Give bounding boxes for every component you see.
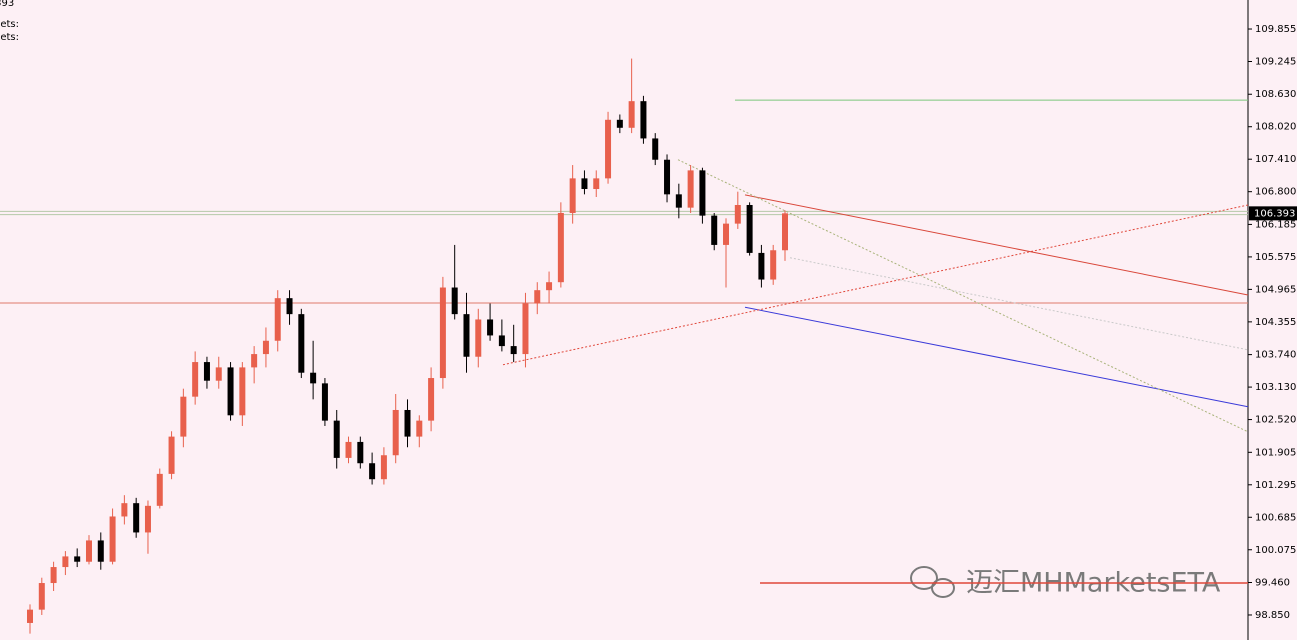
candle-body — [428, 378, 435, 421]
candle-body — [581, 178, 588, 190]
candle-body — [262, 340, 269, 355]
candle-body — [392, 409, 399, 456]
candle-body — [156, 473, 163, 506]
candle-body — [85, 540, 92, 562]
candle-body — [746, 204, 753, 253]
candle-body — [498, 335, 505, 347]
y-tick-label: 106.185 — [1255, 219, 1296, 230]
y-tick-label: 100.075 — [1255, 545, 1296, 556]
y-tick-label: 109.855 — [1255, 24, 1296, 35]
y-tick-label: 104.355 — [1255, 317, 1296, 328]
candle-body — [557, 212, 564, 283]
candle-body — [215, 367, 222, 381]
candle-body — [569, 178, 576, 213]
candle-body — [286, 298, 293, 315]
candle-body — [62, 556, 69, 568]
candle-body — [97, 540, 104, 562]
y-tick-label: 107.410 — [1255, 154, 1296, 165]
candle-body — [251, 354, 258, 368]
candle-body — [239, 367, 246, 416]
candle-body — [345, 441, 352, 458]
candle-body — [74, 556, 81, 562]
candle-body — [640, 101, 647, 139]
candle-body — [310, 372, 317, 384]
candle-body — [404, 409, 411, 437]
candle-body — [227, 367, 234, 416]
candle-body — [675, 194, 682, 208]
candle-body — [357, 441, 364, 464]
y-tick-label: 108.630 — [1255, 89, 1296, 100]
y-tick-label: 102.520 — [1255, 415, 1296, 426]
candle-body — [616, 119, 623, 128]
candle-body — [321, 383, 328, 421]
candle-body — [723, 223, 730, 245]
candle-body — [687, 170, 694, 208]
candle-body — [203, 362, 210, 381]
y-tick-label: 99.460 — [1255, 577, 1290, 588]
candle-body — [192, 362, 199, 397]
candle-body — [463, 314, 470, 357]
trend-line — [789, 257, 1249, 351]
trend-line — [677, 159, 1249, 433]
candle-body — [133, 503, 140, 533]
candle-body — [180, 396, 187, 437]
y-tick-label: 104.965 — [1255, 284, 1296, 295]
candle-body — [439, 287, 446, 379]
corner-text: gets: — [0, 32, 19, 43]
candle-body — [534, 290, 541, 304]
candle-body — [652, 138, 659, 160]
candle-body — [50, 567, 57, 584]
candle-body — [475, 319, 482, 357]
candle-body — [758, 252, 765, 280]
y-tick-label: 109.245 — [1255, 56, 1296, 67]
y-tick-label: 106.800 — [1255, 187, 1296, 198]
candle-body — [593, 178, 600, 190]
candle-body — [27, 609, 33, 623]
watermark-icon — [910, 566, 955, 598]
current-price-box — [1249, 206, 1297, 221]
trend-line — [744, 194, 1249, 296]
candle-body — [699, 170, 706, 216]
candle-body — [711, 215, 718, 245]
candle-body — [369, 463, 376, 480]
candle-body — [38, 583, 45, 610]
y-tick-label: 101.295 — [1255, 480, 1296, 491]
candle-body — [333, 420, 340, 458]
candle-body — [380, 455, 387, 480]
candle-body — [510, 346, 517, 355]
y-tick-label: 103.130 — [1255, 382, 1296, 393]
y-tick-label: 101.905 — [1255, 447, 1296, 458]
corner-text: gets: — [0, 19, 19, 30]
candle-body — [416, 420, 423, 437]
candle-body — [109, 516, 116, 562]
candle-body — [487, 319, 494, 336]
trend-line — [502, 204, 1249, 366]
candle-body — [546, 282, 553, 291]
candle-body — [144, 505, 151, 533]
corner-text: .393 — [0, 0, 14, 9]
y-tick-label: 98.850 — [1255, 610, 1290, 621]
candle-body — [605, 119, 612, 179]
candle-body — [522, 303, 529, 355]
y-tick-label: 103.740 — [1255, 350, 1296, 361]
y-tick-label: 108.020 — [1255, 122, 1296, 133]
candle-body — [451, 287, 458, 315]
current-price-label: 106.393 — [1254, 208, 1295, 219]
candle-body — [121, 503, 128, 517]
candle-body — [274, 298, 281, 341]
candle-body — [168, 436, 175, 474]
y-tick-label: 105.575 — [1255, 252, 1296, 263]
y-tick-label: 100.685 — [1255, 512, 1296, 523]
trend-line — [744, 306, 1249, 408]
candle-body — [628, 101, 635, 128]
candle-body — [770, 250, 777, 280]
candle-body — [734, 204, 741, 224]
candle-body — [298, 314, 305, 373]
candle-body — [782, 213, 788, 251]
candle-body — [664, 159, 671, 195]
